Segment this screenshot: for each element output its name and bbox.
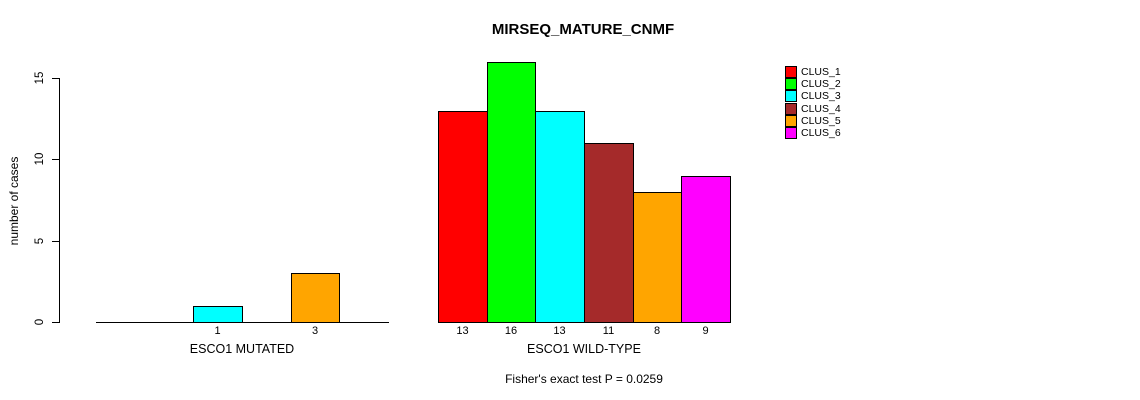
bar-clus_1-wildtype [438, 111, 488, 323]
bar-value-label: 3 [311, 325, 319, 337]
group-label-esco1-wild-type: ESCO1 WILD-TYPE [527, 342, 641, 356]
legend-label: CLUS_2 [801, 78, 841, 90]
legend-item-clus_5: CLUS_5 [785, 115, 855, 127]
chart-title: MIRSEQ_MATURE_CNMF [491, 21, 675, 38]
bar-clus_6-wildtype [681, 176, 731, 323]
bar-clus_2-wildtype [487, 62, 536, 323]
bar-value-label: 16 [504, 325, 518, 337]
legend-item-clus_2: CLUS_2 [785, 78, 855, 90]
legend-swatch-clus_3 [785, 90, 797, 102]
legend-label: CLUS_1 [801, 66, 841, 78]
legend-swatch-clus_4 [785, 103, 797, 115]
legend-item-clus_3: CLUS_3 [785, 90, 855, 102]
bar-value-label: 8 [653, 325, 661, 337]
y-axis-line [59, 78, 60, 323]
y-tick-mark [52, 322, 59, 323]
legend-label: CLUS_5 [801, 115, 841, 127]
y-tick-label: 5 [34, 237, 46, 245]
bar-clus_3-mutated [193, 306, 243, 323]
legend-swatch-clus_6 [785, 127, 797, 139]
y-tick-label: 0 [34, 318, 46, 326]
legend-item-clus_1: CLUS_1 [785, 66, 855, 78]
bar-value-label: 13 [553, 325, 566, 337]
bar-value-label: 11 [602, 325, 615, 337]
y-axis-label: number of cases [7, 156, 21, 246]
group-label-esco1-mutated: ESCO1 MUTATED [189, 342, 295, 356]
legend-item-clus_4: CLUS_4 [785, 103, 855, 115]
fisher-test-annotation: Fisher's exact test P = 0.0259 [505, 372, 663, 386]
y-tick-mark [52, 241, 59, 242]
bar-clus_4-wildtype [584, 143, 634, 323]
y-tick-label: 10 [34, 152, 46, 166]
bar-value-label: 13 [456, 325, 469, 337]
y-tick-mark [52, 78, 59, 79]
legend-label: CLUS_6 [801, 127, 841, 139]
legend-swatch-clus_1 [785, 66, 797, 78]
legend-label: CLUS_4 [801, 103, 841, 115]
y-tick-label: 15 [34, 71, 46, 85]
bar-clus_5-mutated [291, 273, 340, 323]
bar-value-label: 9 [702, 325, 709, 337]
y-tick-mark [52, 159, 59, 160]
legend-item-clus_6: CLUS_6 [785, 127, 855, 139]
bar-clus_3-wildtype [535, 111, 585, 323]
bar-clus_5-wildtype [633, 192, 682, 323]
bar-value-label: 1 [214, 325, 221, 337]
legend-swatch-clus_5 [785, 115, 797, 127]
legend-swatch-clus_2 [785, 78, 797, 90]
legend-label: CLUS_3 [801, 90, 841, 102]
